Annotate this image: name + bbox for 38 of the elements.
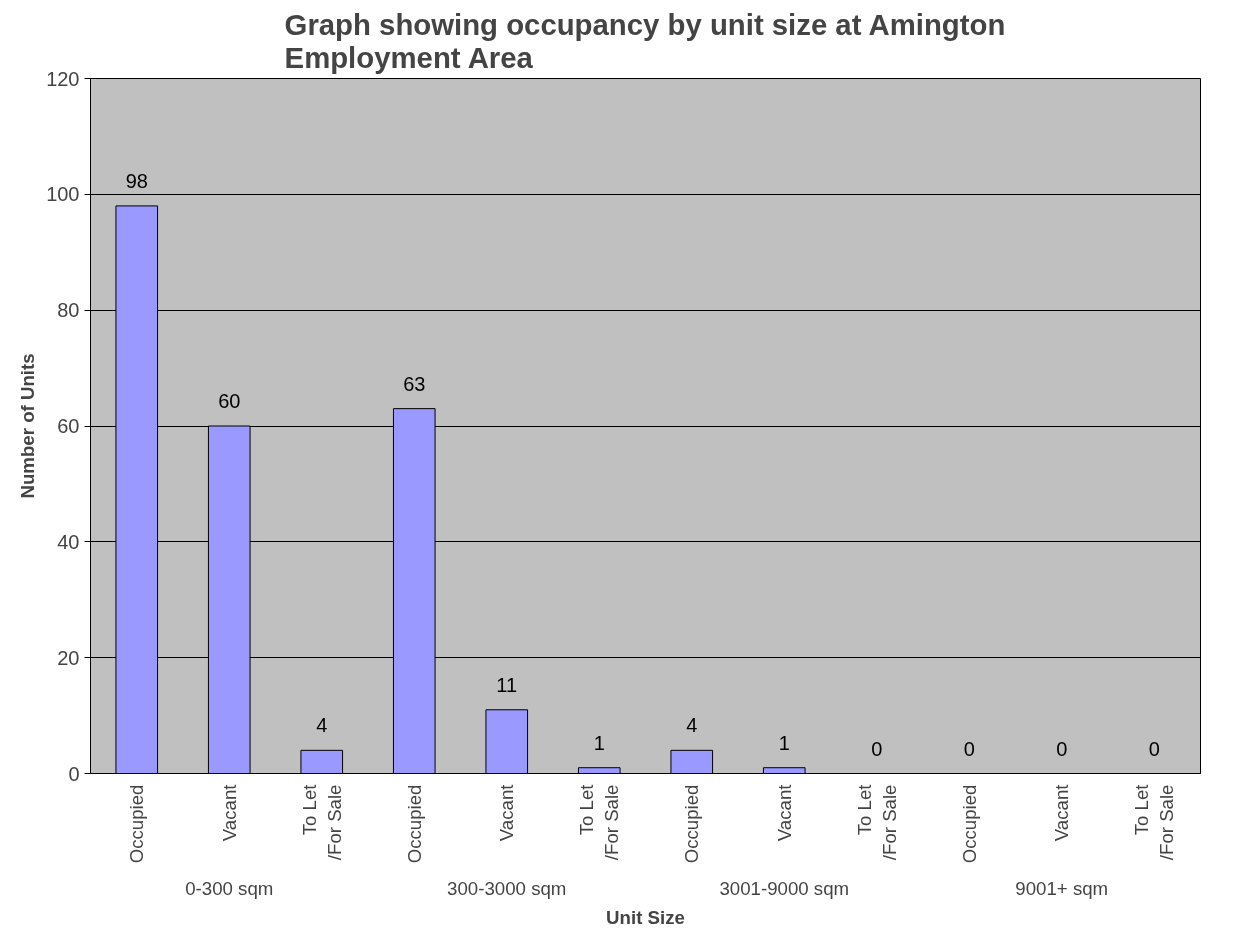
y-tick-label: 60 xyxy=(57,415,80,437)
data-label: 98 xyxy=(125,169,148,192)
x-tick-label: Vacant xyxy=(496,783,518,842)
x-tick-label: To Let /For Sale xyxy=(298,783,345,861)
y-axis-title: Number of Units xyxy=(17,353,39,499)
y-tick-label: 40 xyxy=(57,530,80,553)
data-label: 63 xyxy=(403,372,426,395)
data-label: 1 xyxy=(593,731,605,754)
x-tick-label: To Let /For Sale xyxy=(853,783,900,861)
data-label: 0 xyxy=(871,737,883,760)
y-tick-label: 100 xyxy=(46,183,80,206)
data-label: 60 xyxy=(218,390,241,412)
data-label: 11 xyxy=(496,673,518,696)
x-tick-label: Vacant xyxy=(218,783,240,842)
x-tick-label: Occupied xyxy=(403,784,425,864)
text: 0-300 sqm xyxy=(185,877,274,899)
data-label: 0 xyxy=(1056,737,1068,760)
x-tick-label: To Let /For Sale xyxy=(576,783,623,861)
data-label: 0 xyxy=(1148,737,1160,760)
x-tick-label: Occupied xyxy=(958,784,980,864)
text: 3001-9000 sqm xyxy=(719,877,850,899)
data-label: 0 xyxy=(963,737,975,760)
x-tick-label: Occupied xyxy=(126,784,148,864)
x-tick-label: Vacant xyxy=(773,783,795,842)
y-tick-label: 0 xyxy=(68,762,80,785)
x-tick-label: Vacant xyxy=(1051,783,1073,842)
data-label: 1 xyxy=(778,731,790,754)
x-axis-title: Unit Size xyxy=(606,906,685,928)
text: 300-3000 sqm xyxy=(447,877,567,899)
x-tick-label: Occupied xyxy=(681,784,703,864)
text: 9001+ sqm xyxy=(1015,877,1109,899)
data-label: 4 xyxy=(316,714,328,737)
x-tick-label: To Let /For Sale xyxy=(1131,783,1178,861)
y-tick-label: 120 xyxy=(46,67,80,90)
data-label: 4 xyxy=(686,714,698,737)
chart-title: Graph showing occupancy by unit size at Amington Employment Area xyxy=(284,7,1006,74)
y-tick-label: 20 xyxy=(57,646,80,669)
y-tick-label: 80 xyxy=(57,299,80,322)
